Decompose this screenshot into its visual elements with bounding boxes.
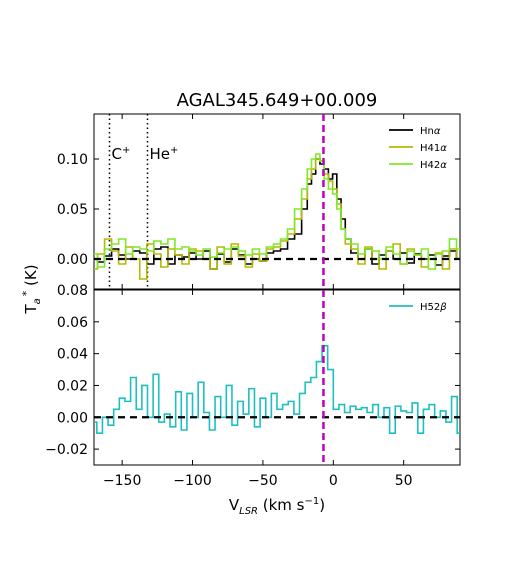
- x-tick-label: −150: [103, 473, 141, 489]
- x-axis-label-rest: (km s: [258, 496, 305, 514]
- bottom-panel: −0.02 0.00 0.02 0.04 0.06 0.08 −150 −100 −50 0 50…: [45, 283, 461, 489]
- y-tick-label: 0.04: [57, 347, 88, 363]
- y-axis-label-main: T: [22, 304, 40, 315]
- x-axis-label-sup: −1: [305, 496, 320, 507]
- top-panel: 0.00 0.05 0.10 C+ He+ Hnα H41α H42α: [57, 113, 461, 290]
- y-tick-label: 0.00: [57, 410, 88, 426]
- bottom-panel-frame: [93, 289, 461, 466]
- y-tick-label: 0.05: [57, 202, 88, 218]
- y-axis-label-sub: a: [32, 298, 43, 304]
- top-x-ticks: [121, 114, 405, 289]
- y-tick-label: 0.02: [57, 378, 88, 394]
- x-axis-label: VLSR (km s−1): [229, 496, 325, 517]
- series-line: [94, 344, 460, 434]
- series-line: [94, 158, 460, 280]
- y-tick-label: −0.02: [45, 442, 88, 458]
- top-series-group: [94, 114, 460, 289]
- y-tick-label: 0.10: [57, 152, 88, 168]
- x-axis-label-end: ): [319, 496, 325, 514]
- bottom-legend: H52β: [389, 302, 447, 313]
- x-tick-label: −100: [173, 473, 211, 489]
- y-axis-label-end: (K): [22, 264, 40, 290]
- x-tick-label: −50: [248, 473, 278, 489]
- x-tick-label: 0: [329, 473, 338, 489]
- chart-title: AGAL345.649+00.009: [177, 90, 378, 111]
- top-y-ticks: 0.00 0.05 0.10: [57, 152, 460, 268]
- y-tick-label: 0.08: [57, 283, 88, 299]
- x-axis-label-main: V: [229, 496, 240, 514]
- series-line: [94, 158, 460, 270]
- bottom-y-ticks: −0.02 0.00 0.02 0.04 0.06 0.08: [45, 283, 460, 458]
- y-tick-label: 0.00: [57, 252, 88, 268]
- top-legend: Hnα H41α H42α: [389, 126, 447, 171]
- annotation-label: C+: [111, 145, 130, 163]
- series-line: [94, 153, 460, 270]
- top-panel-frame: [93, 113, 461, 290]
- y-axis-label-sup: *: [20, 290, 33, 296]
- ion-annotations: C+ He+: [108, 114, 178, 289]
- y-tick-label: 0.06: [57, 315, 88, 331]
- x-axis-label-sub: LSR: [239, 506, 258, 517]
- annotation-label: He+: [149, 145, 178, 163]
- bottom-x-ticks: −150 −100 −50 0 50: [103, 290, 413, 489]
- legend-label: H42α: [420, 160, 447, 171]
- y-axis-label: Ta * (K): [20, 264, 43, 314]
- legend-label: H52β: [420, 302, 447, 313]
- bottom-series-group: [94, 290, 460, 465]
- legend-label: Hnα: [420, 126, 441, 137]
- legend-label: H41α: [420, 143, 447, 154]
- x-tick-label: 50: [395, 473, 413, 489]
